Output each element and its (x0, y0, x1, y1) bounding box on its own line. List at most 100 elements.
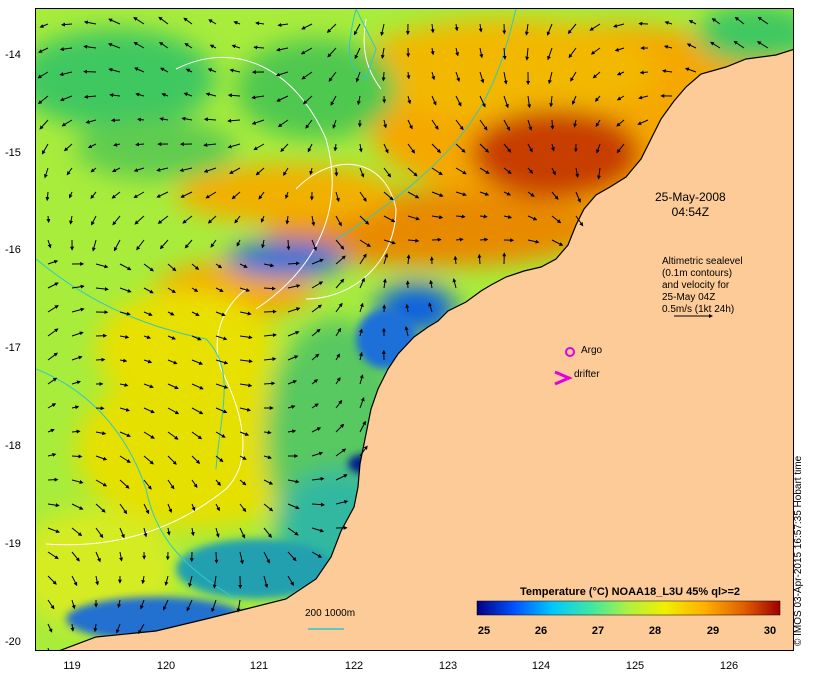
velocity-arrow (407, 238, 420, 243)
velocity-arrow (108, 18, 121, 25)
velocity-arrow (428, 302, 433, 313)
velocity-arrow (663, 44, 673, 49)
velocity-arrow (183, 17, 193, 25)
velocity-arrow (38, 47, 49, 53)
velocity-arrow (183, 92, 193, 97)
velocity-arrow (167, 335, 176, 340)
velocity-arrow (255, 167, 265, 176)
velocity-arrow (191, 359, 204, 365)
velocity-arrow (664, 20, 673, 25)
velocity-arrow (258, 191, 265, 200)
velocity-arrow (215, 311, 226, 317)
velocity-arrow (47, 623, 53, 633)
velocity-arrow (455, 143, 466, 153)
velocity-arrow (239, 335, 253, 340)
velocity-arrow (137, 117, 145, 122)
velocity-arrow (455, 71, 461, 82)
velocity-arrow (59, 71, 73, 77)
velocity-arrow (115, 623, 121, 634)
velocity-arrow (229, 167, 241, 174)
velocity-arrow (527, 167, 534, 174)
x-tick: 124 (531, 660, 551, 672)
velocity-arrow (383, 239, 396, 245)
copyright-text: © IMOS 03-Apr-2015 16:57:35 Hobart time (793, 455, 804, 646)
y-tick: -19 (5, 538, 21, 550)
velocity-arrow (616, 95, 625, 101)
velocity-arrow (136, 239, 145, 251)
legend-line: and velocity for (662, 280, 730, 291)
velocity-arrow (111, 191, 121, 199)
velocity-arrow (503, 215, 513, 219)
velocity-arrow (302, 95, 313, 105)
velocity-arrow (167, 407, 180, 415)
velocity-arrow (143, 383, 154, 389)
velocity-arrow (478, 23, 483, 33)
velocity-arrow (71, 551, 80, 562)
velocity-arrow (431, 71, 436, 81)
velocity-arrow (381, 71, 386, 82)
velocity-arrow (311, 476, 325, 481)
velocity-arrow (211, 599, 217, 613)
velocity-arrow (215, 431, 226, 438)
velocity-arrow (757, 16, 769, 25)
velocity-arrow (547, 47, 553, 61)
velocity-arrow (71, 527, 83, 537)
velocity-arrow (332, 119, 337, 129)
velocity-arrow (359, 445, 368, 457)
velocity-arrow (61, 22, 73, 27)
velocity-arrow (239, 359, 253, 364)
velocity-arrow (44, 167, 49, 179)
velocity-arrow (239, 431, 250, 436)
velocity-arrow (407, 119, 413, 130)
velocity-arrow (380, 47, 385, 59)
velocity-arrow (112, 167, 121, 172)
velocity-arrow (276, 95, 289, 102)
velocity-arrow (39, 119, 49, 130)
velocity-arrow (547, 71, 553, 85)
velocity-arrow (527, 119, 533, 131)
velocity-arrow (167, 431, 179, 440)
colorbar-tick: 26 (534, 625, 548, 637)
velocity-arrow (359, 191, 367, 202)
velocity-arrow (47, 599, 55, 610)
velocity-arrow (234, 215, 241, 224)
velocity-arrow (191, 431, 203, 440)
colorbar-tick: 30 (763, 625, 777, 637)
velocity-arrow (335, 215, 342, 227)
velocity-arrow (185, 68, 193, 73)
velocity-arrow (107, 42, 121, 49)
velocity-arrow (255, 21, 265, 26)
altimetry-legend: Altimetric sealevel (0.1m contours) and … (662, 256, 743, 316)
velocity-arrow (167, 503, 173, 514)
isobath-contours (36, 9, 517, 600)
velocity-arrow (263, 286, 276, 291)
colorbar-gradient (476, 600, 781, 616)
y-tick: -14 (5, 49, 21, 61)
velocity-arrow (113, 142, 121, 147)
velocity-arrow (239, 287, 251, 292)
velocity-arrow (311, 427, 322, 433)
velocity-arrow (479, 143, 490, 153)
drifter-label: drifter (574, 369, 600, 380)
velocity-arrow (188, 575, 193, 588)
velocity-arrow (47, 452, 57, 457)
velocity-arrow (287, 429, 297, 434)
velocity-arrow (287, 575, 294, 586)
velocity-arrow (431, 119, 439, 130)
velocity-arrow (59, 95, 73, 102)
velocity-arrow (71, 479, 84, 484)
velocity-arrow (326, 23, 337, 34)
velocity-arrow (359, 374, 364, 385)
velocity-arrow (407, 215, 420, 221)
velocity-arrow (354, 47, 361, 60)
velocity-arrow (95, 455, 108, 461)
velocity-arrow (527, 95, 532, 109)
velocity-arrow (287, 261, 300, 266)
velocity-arrow (158, 16, 169, 25)
velocity-arrow (479, 119, 488, 131)
velocity-arrow (143, 311, 153, 316)
velocity-arrow (190, 527, 195, 537)
velocity-arrow (616, 119, 625, 127)
velocity-arrow (167, 311, 175, 316)
velocity-arrow (47, 403, 57, 409)
